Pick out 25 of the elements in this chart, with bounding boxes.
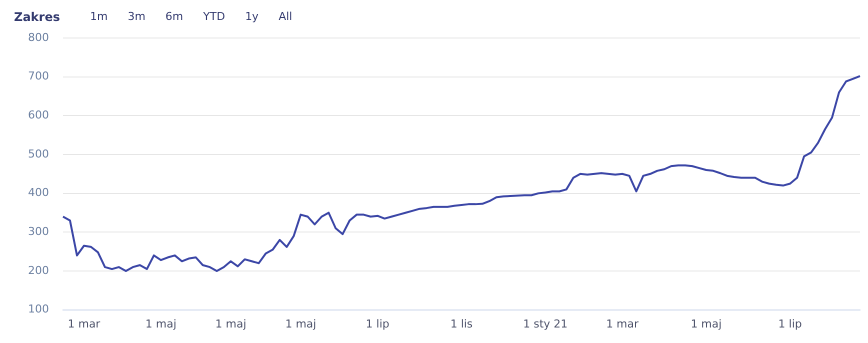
x-tick-label: 1 lip: [366, 317, 390, 330]
x-tick-label: 1 maj: [285, 317, 316, 330]
y-tick-label: 500: [28, 147, 49, 160]
y-tick-label: 300: [28, 225, 49, 238]
x-tick-label: 1 mar: [68, 317, 101, 330]
x-tick-label: 1 maj: [690, 317, 722, 330]
text: 6m: [164, 9, 184, 25]
text: 3m: [126, 9, 146, 25]
y-tick-label: 400: [28, 186, 49, 200]
x-tick-label: 1 sty 21: [523, 317, 568, 330]
text: YTD: [202, 9, 226, 25]
x-tick-label: 1 maj: [215, 317, 246, 330]
text: All: [278, 9, 294, 25]
y-tick-label: 200: [28, 264, 49, 277]
y-tick-label: 100: [28, 302, 49, 316]
text: Zakres: [14, 9, 61, 26]
text: 1y: [244, 9, 260, 25]
y-tick-label: 800: [28, 30, 49, 44]
x-tick-label: 1 lip: [778, 317, 802, 330]
y-tick-label: 700: [28, 70, 49, 83]
x-tick-label: 1 mar: [606, 317, 640, 330]
x-tick-label: 1 lis: [450, 317, 473, 330]
y-tick-label: 600: [28, 108, 49, 122]
x-tick-label: 1 maj: [145, 317, 176, 330]
text: 1m: [88, 9, 109, 25]
